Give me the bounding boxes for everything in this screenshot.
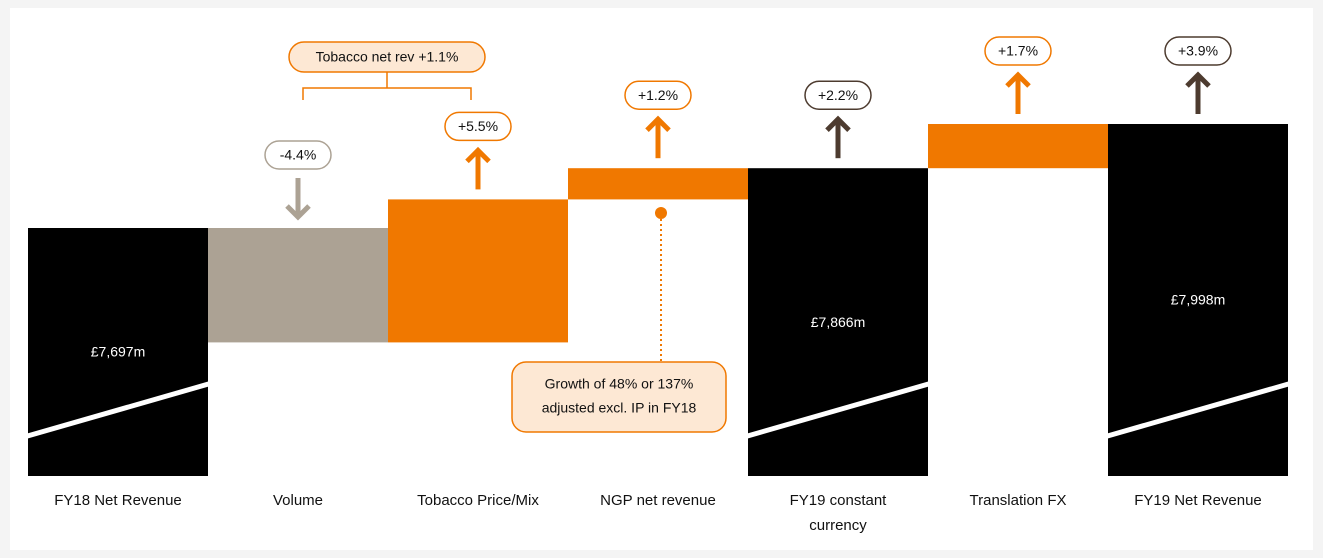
value-label: +5.5%	[458, 118, 498, 134]
label-box	[444, 111, 512, 142]
x-tick-label: FY19 constant currency	[789, 492, 887, 534]
bar	[28, 228, 208, 476]
arrow-head	[1005, 71, 1031, 88]
arrow-head	[645, 115, 671, 132]
annotation: adjusted excl. IP in FY18	[542, 400, 697, 416]
label-box	[624, 80, 692, 110]
axis-break	[23, 380, 213, 440]
annotation-box	[288, 41, 486, 73]
bar	[208, 228, 388, 343]
label-box	[804, 80, 872, 110]
value-label: £7,697m	[91, 344, 145, 360]
annotation-box	[511, 361, 727, 433]
annotation: Growth of 48% or 137%	[545, 376, 694, 392]
bar	[568, 168, 748, 200]
x-tick-label: Volume	[272, 492, 324, 509]
label-box	[1164, 36, 1232, 66]
label-box	[984, 36, 1052, 66]
value-label: +1.7%	[998, 43, 1038, 59]
x-tick-label: FY18 Net Revenue	[54, 492, 182, 509]
value-label: +2.2%	[818, 87, 858, 103]
bar	[1108, 124, 1288, 476]
x-tick-label: NGP net revenue	[600, 492, 716, 509]
arrow-head	[465, 146, 491, 164]
x-tick-label: Translation FX	[969, 492, 1067, 509]
value-label: +3.9%	[1178, 43, 1218, 59]
label-box	[264, 140, 332, 170]
bar	[928, 124, 1108, 169]
x-tick-label: Tobacco Price/Mix	[417, 492, 539, 509]
axis-break	[1103, 380, 1293, 440]
bar	[388, 199, 568, 343]
value-label: £7,998m	[1171, 292, 1225, 308]
arrow-head	[825, 115, 851, 132]
arrow-head	[285, 204, 311, 221]
value-label: -4.4%	[280, 147, 317, 163]
axis-break	[743, 380, 933, 440]
value-label: +1.2%	[638, 87, 678, 103]
arrow-head	[1185, 71, 1211, 88]
x-tick-label: FY19 Net Revenue	[1134, 492, 1262, 509]
annotation-dot	[655, 207, 667, 219]
value-label: £7,866m	[811, 314, 865, 330]
annotation: Tobacco net rev +1.1%	[316, 49, 459, 65]
